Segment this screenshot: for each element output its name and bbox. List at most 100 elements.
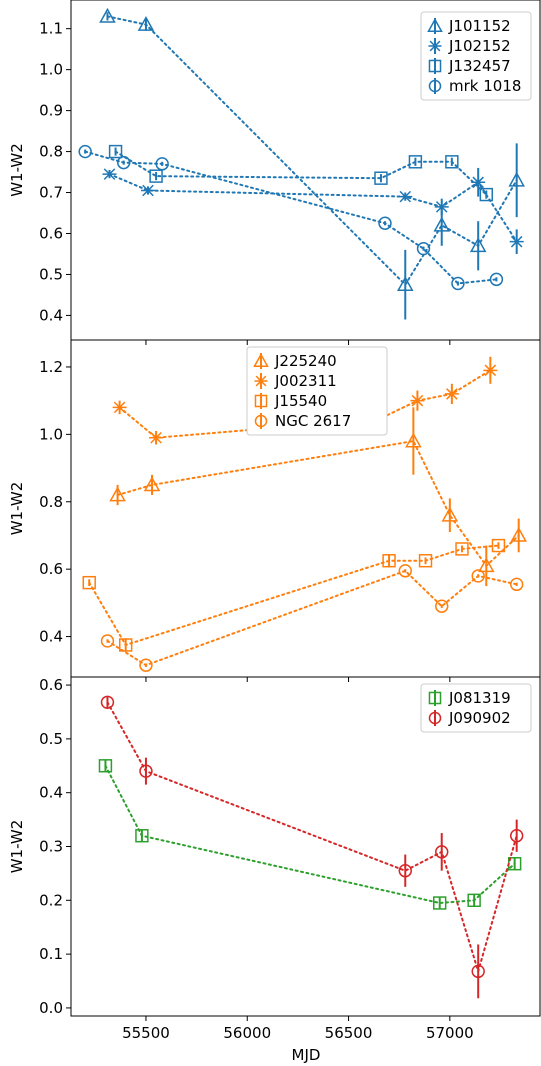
legend-label: J132457	[448, 57, 511, 75]
legend-marker	[254, 394, 268, 408]
y-axis-label: W1-W2	[8, 820, 26, 874]
data-point	[469, 237, 487, 253]
data-point	[509, 829, 524, 843]
legend-marker	[254, 375, 268, 387]
y-tick-label: 0.5	[39, 265, 63, 283]
legend-marker	[428, 711, 442, 725]
legend-label: mrk 1018	[449, 77, 521, 95]
y-tick-label: 0.6	[39, 224, 63, 242]
y-tick-label: 0.1	[39, 945, 63, 963]
series-line	[88, 544, 500, 647]
series-line	[108, 173, 518, 243]
x-tick-label: 57000	[426, 1024, 474, 1042]
legend-frame	[246, 346, 388, 436]
y-tick-label: 0.8	[39, 493, 63, 511]
data-point	[398, 190, 413, 203]
legend-marker	[428, 40, 442, 52]
legend-label: J225240	[274, 352, 337, 370]
data-point	[378, 216, 392, 230]
data-point	[441, 506, 459, 522]
legend-marker	[427, 17, 443, 32]
series-ngc-2617	[100, 564, 524, 672]
data-point	[478, 557, 495, 573]
data-point	[435, 845, 449, 859]
legend-label: J002311	[274, 372, 337, 390]
data-point	[135, 829, 149, 843]
data-point	[155, 157, 169, 171]
x-tick-label: 56500	[325, 1024, 373, 1042]
series-line	[106, 701, 518, 975]
data-point	[435, 599, 449, 613]
panel-3: 0.0 0.1 0.2 0.3 0.4 0.5 0.6 55500 56000 56500 5700…	[8, 676, 541, 1042]
y-tick-label: 0.6	[39, 676, 63, 694]
legend-label: J090902	[448, 709, 511, 727]
data-point	[82, 575, 96, 590]
series-line	[84, 150, 498, 285]
data-point	[416, 241, 431, 256]
legend-label: J081319	[448, 689, 511, 707]
data-point	[510, 526, 527, 542]
data-point	[405, 432, 422, 448]
y-tick-label: 0.6	[39, 560, 63, 578]
data-point	[418, 554, 433, 568]
series-mrk-1018	[78, 144, 504, 291]
data-point	[118, 638, 133, 652]
data-point	[433, 896, 447, 910]
data-point	[149, 169, 163, 183]
legend-marker	[428, 79, 442, 93]
data-point	[445, 155, 459, 169]
data-point	[467, 893, 481, 908]
legend-label: J102152	[448, 37, 511, 55]
data-point	[382, 554, 396, 568]
series-line	[118, 369, 492, 439]
data-point	[444, 388, 459, 400]
x-axis-label: MJD	[292, 1046, 321, 1064]
series-j102152	[102, 167, 524, 254]
data-point	[451, 276, 465, 291]
series-line	[116, 439, 520, 568]
data-point	[149, 431, 164, 444]
data-point	[455, 542, 469, 556]
data-point	[140, 184, 155, 197]
data-point	[139, 658, 153, 672]
data-point	[99, 7, 116, 23]
data-point	[109, 486, 126, 502]
y-tick-label: 1.1	[39, 20, 63, 38]
legend-marker	[428, 691, 442, 705]
series-j225240	[109, 407, 527, 587]
y-tick-label: 0.5	[39, 730, 63, 748]
data-point	[471, 569, 485, 583]
series-line	[114, 150, 488, 196]
y-tick-label: 0.2	[39, 891, 63, 909]
panel-1: 0.4 0.5 0.6 0.7 0.8 0.9 1.0 1.1 W1-W2 J101152 J102…	[8, 0, 541, 345]
y-tick-label: 1.2	[39, 358, 63, 376]
x-tick-label: 56000	[223, 1024, 271, 1042]
legend: J225240 J002311 J15540 NGC 2617	[246, 346, 388, 436]
data-point	[434, 201, 449, 213]
series-j090902	[100, 695, 524, 999]
y-tick-label: 0.9	[39, 102, 63, 120]
data-point	[143, 476, 161, 492]
data-point	[489, 272, 504, 287]
y-axis-label: W1-W2	[8, 143, 26, 197]
y-tick-label: 0.7	[39, 184, 63, 202]
y-tick-label: 1.0	[39, 61, 63, 79]
legend-label: J15540	[274, 392, 327, 410]
data-point	[78, 144, 92, 159]
legend-frame	[420, 683, 532, 733]
legend-label: NGC 2617	[275, 412, 351, 430]
data-point	[396, 276, 414, 292]
data-point	[398, 564, 412, 578]
data-point	[139, 764, 153, 778]
legend: J081319 J090902	[420, 683, 532, 733]
legend-marker	[254, 414, 268, 428]
series-j002311	[112, 356, 498, 445]
series-j081319	[98, 759, 522, 910]
data-point	[509, 235, 524, 248]
data-point	[479, 187, 494, 202]
data-point	[108, 144, 123, 159]
data-point	[408, 155, 423, 169]
legend-frame	[420, 11, 532, 101]
legend-marker	[253, 352, 269, 367]
